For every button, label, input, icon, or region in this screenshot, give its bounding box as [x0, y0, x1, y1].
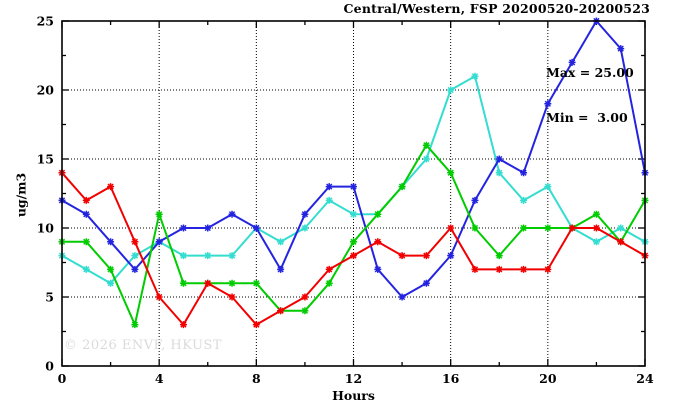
x-tick-label: 24	[636, 371, 654, 386]
x-tick-label: 12	[345, 371, 362, 386]
x-tick-label: 16	[442, 371, 460, 386]
plot-frame	[61, 20, 646, 367]
y-tick-label: 0	[45, 359, 54, 374]
y-tick-label: 20	[37, 83, 55, 98]
watermark: © 2026 ENVF, HKUST	[64, 338, 222, 353]
y-tick-label: 10	[37, 221, 55, 236]
stats-annotation: Max = 25.00 Min = 3.00	[546, 35, 634, 155]
chart-title: Central/Western, FSP 20200520-20200523	[343, 1, 650, 16]
x-tick-label: 8	[252, 371, 261, 386]
x-tick-label: 4	[155, 371, 164, 386]
x-tick-label: 20	[539, 371, 557, 386]
y-tick-label: 25	[37, 14, 54, 29]
y-tick-label: 5	[45, 290, 54, 305]
x-axis-label: Hours	[332, 388, 375, 403]
y-tick-label: 15	[37, 152, 54, 167]
x-tick-label: 0	[58, 371, 67, 386]
min-value-label: Min = 3.00	[546, 110, 628, 125]
max-value-label: Max = 25.00	[546, 65, 634, 80]
y-axis-label: ug/m3	[13, 172, 29, 218]
